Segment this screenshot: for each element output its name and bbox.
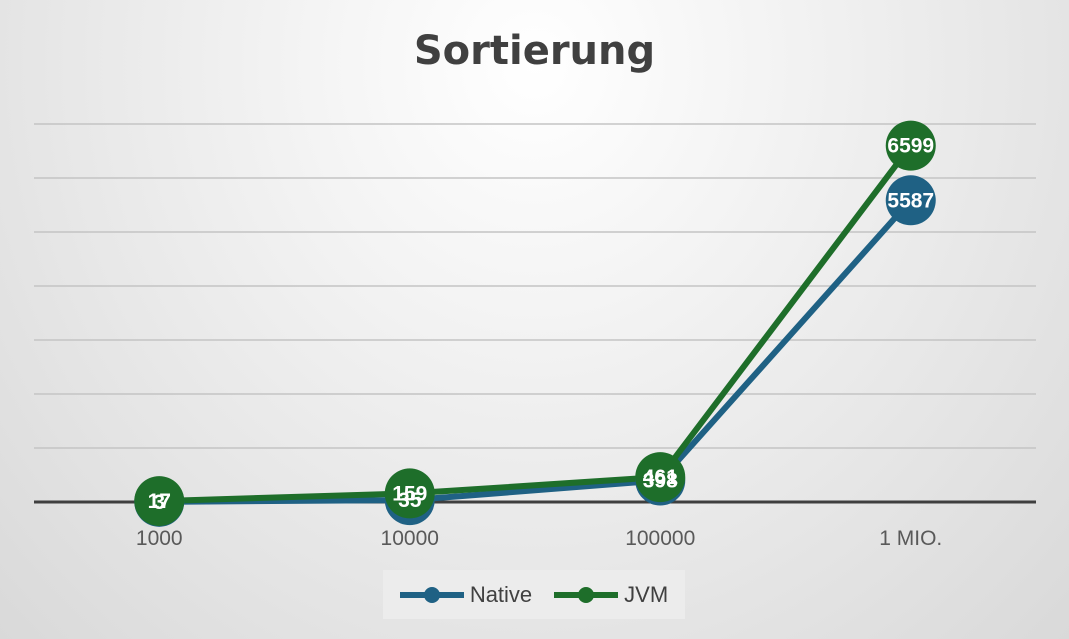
data-label-jvm: 461 (643, 466, 678, 489)
legend-item-native: Native (399, 581, 533, 608)
data-label-native: 3 (153, 491, 165, 514)
data-label-jvm: 6599 (887, 135, 934, 158)
series-line-native (159, 198, 913, 505)
series-lines (159, 143, 914, 505)
data-point-jvm (384, 468, 435, 519)
data-point-native (885, 175, 936, 226)
data-label-jvm: 17 (148, 490, 171, 513)
legend-label-native: Native (469, 581, 533, 607)
data-label-jvm: 159 (392, 482, 427, 505)
legend-item-jvm: JVM (554, 582, 668, 608)
chart-title: Sortierung (413, 28, 656, 74)
x-tick-label: 100000 (625, 527, 695, 550)
series-points: 3 35 398 5587 17 159 461 6599 (134, 120, 936, 527)
legend-swatch-jvm (554, 586, 619, 603)
x-tick-label: 10000 (381, 527, 439, 550)
x-tick-labels: 1000 10000 100000 1 MIO. (136, 527, 942, 550)
legend-swatch-native (399, 586, 464, 603)
x-tick-label: 1000 (136, 527, 183, 550)
data-label-native: 35 (398, 489, 422, 512)
series-line-jvm (159, 143, 914, 505)
legend-label-jvm: JVM (624, 581, 669, 607)
data-label-native: 398 (643, 470, 678, 493)
data-label-native: 5587 (887, 189, 934, 212)
data-point-jvm (635, 452, 686, 503)
legend: Native JVM (383, 570, 685, 619)
x-tick-label: 1 MIO. (879, 527, 942, 550)
data-point-jvm (885, 120, 936, 171)
data-point-jvm (134, 476, 185, 527)
